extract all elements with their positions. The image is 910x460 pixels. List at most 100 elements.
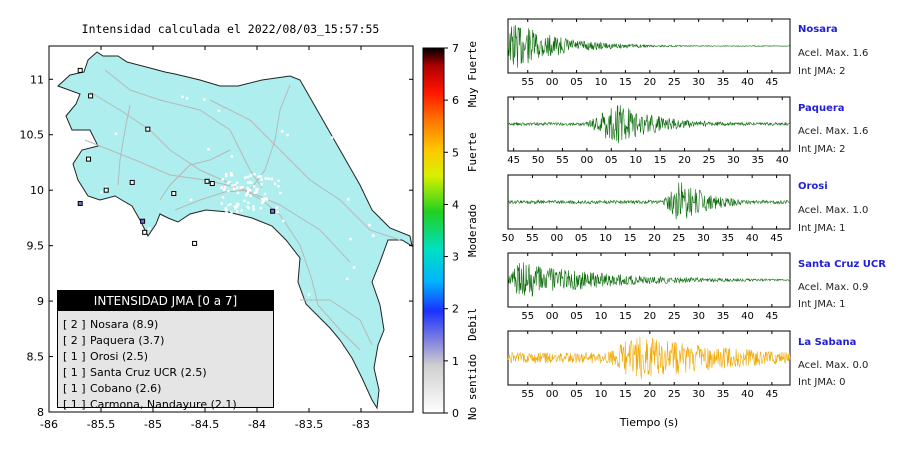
grid-point <box>227 203 231 207</box>
grid-point <box>257 175 260 178</box>
grid-point <box>181 95 184 99</box>
grid-point <box>247 201 250 205</box>
time-tick-label: 25 <box>668 389 681 400</box>
seismogram-0: 55 00 05 10 15 20 25 30 35 40 45 <box>507 18 791 88</box>
seismogram-3: 55 00 05 10 15 20 25 30 35 40 45 <box>507 252 791 322</box>
time-tick-label: 40 <box>746 233 759 244</box>
grid-point <box>189 198 193 201</box>
time-tick-label: 00 <box>581 155 594 166</box>
legend-row: [ 1 ] Carmona, Nandayure (2.1) <box>58 397 273 413</box>
grid-point <box>203 98 206 101</box>
seismogram-1: 45 50 55 00 05 10 15 20 25 30 35 40 <box>507 96 791 166</box>
grid-point <box>259 175 262 178</box>
grid-point <box>232 187 236 191</box>
grid-point <box>349 237 352 241</box>
trace-intensity: Int JMA: 1 <box>798 299 846 310</box>
map-y-tick-label: 9.5 <box>27 240 45 253</box>
map-y-axis: 11 10.5 10 9.5 9 8.5 8 <box>20 73 413 419</box>
grid-point <box>263 192 267 196</box>
trace-station-name: La Sabana <box>798 337 857 348</box>
grid-point <box>222 233 225 237</box>
grid-point <box>372 234 375 237</box>
colorbar-category-label: No sentido <box>466 354 479 420</box>
time-tick-label: 40 <box>741 77 754 88</box>
colorbar-labels: No sentido Debil Moderado Fuerte Muy Fuerte <box>466 41 479 420</box>
grid-point <box>114 132 118 135</box>
grid-point <box>236 210 239 213</box>
grid-point <box>260 178 263 181</box>
grid-point <box>252 185 256 188</box>
trace-station-name: Nosara <box>798 24 838 35</box>
map-x-tick-label: -85 <box>144 418 162 431</box>
grid-point <box>221 196 225 199</box>
colorbar-tick-label: 0 <box>452 407 459 420</box>
seismogram-frame <box>507 330 791 386</box>
time-tick-label: 35 <box>721 233 734 244</box>
trace-accel: Acel. Max. 1.6 <box>798 126 869 137</box>
time-tick-label: 00 <box>546 311 559 322</box>
grid-point <box>345 277 349 281</box>
grid-point <box>236 191 240 195</box>
grid-point <box>100 191 103 194</box>
grid-point <box>105 185 108 189</box>
colorbar-tick-label: 2 <box>452 303 459 316</box>
grid-point <box>252 205 255 208</box>
trace-intensity: Int JMA: 2 <box>798 144 846 155</box>
time-tick-label: 45 <box>507 155 520 166</box>
grid-point <box>368 223 371 227</box>
grid-point <box>240 209 243 212</box>
grid-point <box>230 211 233 214</box>
station-markers <box>77 67 276 246</box>
grid-point <box>275 206 279 209</box>
grid-point <box>221 178 224 181</box>
grid-point <box>249 181 253 184</box>
time-tick-label: 30 <box>692 77 705 88</box>
grid-point <box>252 208 255 211</box>
grid-point <box>279 191 282 195</box>
time-tick-label: 25 <box>668 77 681 88</box>
time-tick-label: 15 <box>654 155 667 166</box>
waveform-line <box>507 105 791 144</box>
trace-intensity: Int JMA: 1 <box>798 223 846 234</box>
grid-point <box>157 282 161 285</box>
grid-point <box>330 136 334 139</box>
station-marker <box>140 218 146 224</box>
trace-accel: Acel. Max. 0.0 <box>798 360 869 371</box>
seismogram-frame <box>507 252 791 308</box>
grid-point <box>243 199 246 203</box>
map-x-tick-label: -85.5 <box>87 418 115 431</box>
grid-point <box>270 177 274 181</box>
grid-point <box>256 188 259 191</box>
grid-point <box>148 227 151 230</box>
grid-point <box>247 175 250 179</box>
seismogram-2: 50 55 00 05 10 15 20 25 30 35 40 45 <box>502 174 791 244</box>
time-tick-label: 10 <box>629 155 642 166</box>
time-tick-label: 20 <box>643 77 656 88</box>
grid-point <box>235 181 239 184</box>
grid-point <box>235 205 239 208</box>
legend-row: [ 1 ] Orosi (2.5) <box>58 349 273 365</box>
grid-point <box>220 202 224 205</box>
map-y-tick-label: 10.5 <box>20 129 45 142</box>
time-tick-label: 55 <box>526 233 539 244</box>
colorbar-category-label: Debil <box>466 308 479 341</box>
waveform-line <box>507 24 791 68</box>
grid-point <box>276 210 279 214</box>
time-tick-label: 40 <box>741 311 754 322</box>
grid-point <box>261 201 264 204</box>
legend-level: [ 1 ] <box>63 398 86 411</box>
grid-point <box>233 183 237 187</box>
colorbar-tick-label: 1 <box>452 355 459 368</box>
grid-point <box>246 181 250 184</box>
legend-level: [ 1 ] <box>63 366 86 379</box>
time-tick-label: 15 <box>619 311 632 322</box>
grid-point <box>351 117 354 120</box>
map-x-tick-label: -86 <box>40 418 58 431</box>
waveform-line <box>507 182 791 220</box>
grid-point <box>244 176 247 179</box>
colorbar-ticks: 0 1 2 3 4 5 6 7 <box>444 42 459 420</box>
colorbar-category-label: Fuerte <box>466 132 479 172</box>
time-tick-label: 50 <box>502 233 515 244</box>
intensity-legend: INTENSIDAD JMA [0 a 7] [ 2 ] Nosara (8.9)… <box>57 290 274 411</box>
grid-point <box>234 207 237 210</box>
